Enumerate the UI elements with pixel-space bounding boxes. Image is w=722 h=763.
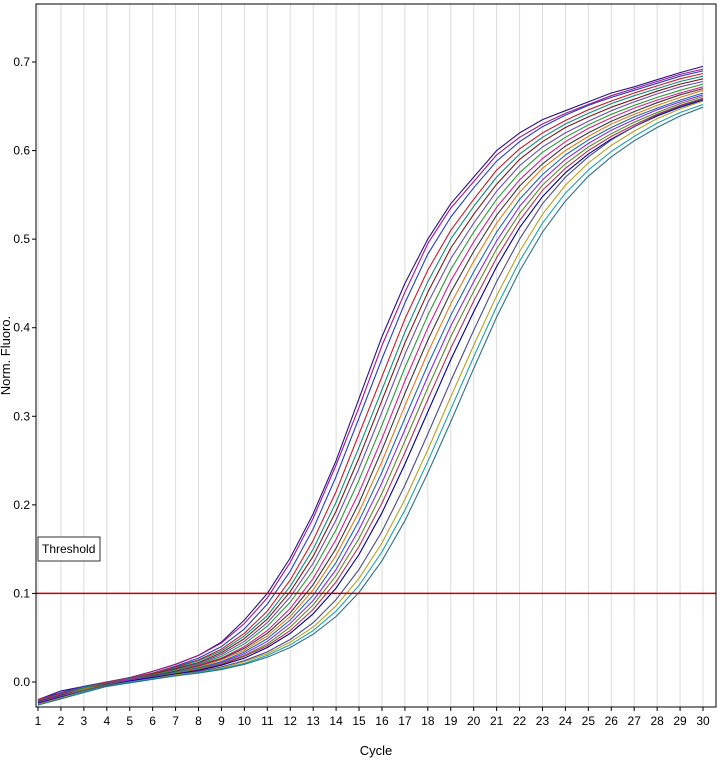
y-axis-label: Norm. Fluoro. — [0, 316, 13, 395]
x-tick-label: 30 — [696, 714, 710, 728]
x-tick-label: 4 — [103, 714, 110, 728]
x-tick-label: 13 — [306, 714, 320, 728]
x-tick-label: 1 — [35, 714, 42, 728]
x-tick-label: 2 — [58, 714, 65, 728]
x-axis-ticks: 1 2 3 4 5 6 7 8 9 10 11 12 13 14 15 16 17 18 19 20 21 22 23 24 2… — [35, 707, 710, 728]
x-tick-label: 12 — [284, 714, 298, 728]
x-tick-label: 25 — [582, 714, 596, 728]
x-tick-label: 21 — [490, 714, 504, 728]
threshold-group: Threshold — [36, 536, 716, 595]
y-tick-label: 0.2 — [13, 498, 30, 512]
series-line-4[interactable] — [37, 72, 704, 701]
x-tick-label: 6 — [149, 714, 156, 728]
series-line-10[interactable] — [37, 88, 704, 703]
x-tick-label: 15 — [352, 714, 366, 728]
x-tick-label: 10 — [238, 714, 252, 728]
x-tick-label: 14 — [329, 714, 343, 728]
x-tick-label: 27 — [628, 714, 642, 728]
y-tick-label: 0.3 — [13, 409, 30, 423]
x-tick-label: 28 — [650, 714, 664, 728]
plot-frame — [35, 3, 717, 708]
series-line-20[interactable] — [37, 106, 704, 706]
x-tick-label: 24 — [559, 714, 573, 728]
x-tick-label: 19 — [444, 714, 458, 728]
x-tick-label: 8 — [195, 714, 202, 728]
threshold-label: Threshold — [42, 542, 95, 556]
series-line-19[interactable] — [37, 103, 704, 706]
x-axis-label: Cycle — [360, 743, 393, 758]
x-tick-label: 23 — [536, 714, 550, 728]
y-tick-label: 0.7 — [13, 55, 30, 69]
x-tick-label: 11 — [261, 714, 274, 728]
x-tick-label: 20 — [467, 714, 481, 728]
threshold-label-box[interactable] — [37, 536, 101, 562]
y-tick-label: 0.5 — [13, 232, 30, 246]
x-tick-label: 18 — [421, 714, 435, 728]
x-tick-label: 9 — [218, 714, 225, 728]
y-axis-ticks: 0.0 0.1 0.2 0.3 0.4 0.5 0.6 0.7 — [13, 55, 36, 689]
vertical-gridlines — [37, 4, 704, 707]
series-line-6[interactable] — [37, 78, 704, 702]
series-line-2[interactable] — [37, 68, 704, 701]
series-line-8[interactable] — [37, 83, 704, 703]
x-tick-label: 22 — [513, 714, 527, 728]
x-tick-label: 5 — [126, 714, 133, 728]
y-tick-label: 0.0 — [13, 675, 30, 689]
x-tick-label: 17 — [398, 714, 412, 728]
x-tick-label: 16 — [375, 714, 389, 728]
series-lines — [37, 65, 704, 706]
y-tick-label: 0.6 — [13, 144, 30, 158]
series-line-16[interactable] — [37, 99, 704, 704]
series-line-13[interactable] — [37, 94, 704, 703]
x-tick-label: 26 — [605, 714, 619, 728]
x-tick-label: 29 — [673, 714, 687, 728]
x-tick-label: 3 — [81, 714, 88, 728]
y-tick-label: 0.4 — [13, 321, 30, 335]
x-tick-label: 7 — [172, 714, 179, 728]
y-tick-label: 0.1 — [13, 586, 30, 600]
